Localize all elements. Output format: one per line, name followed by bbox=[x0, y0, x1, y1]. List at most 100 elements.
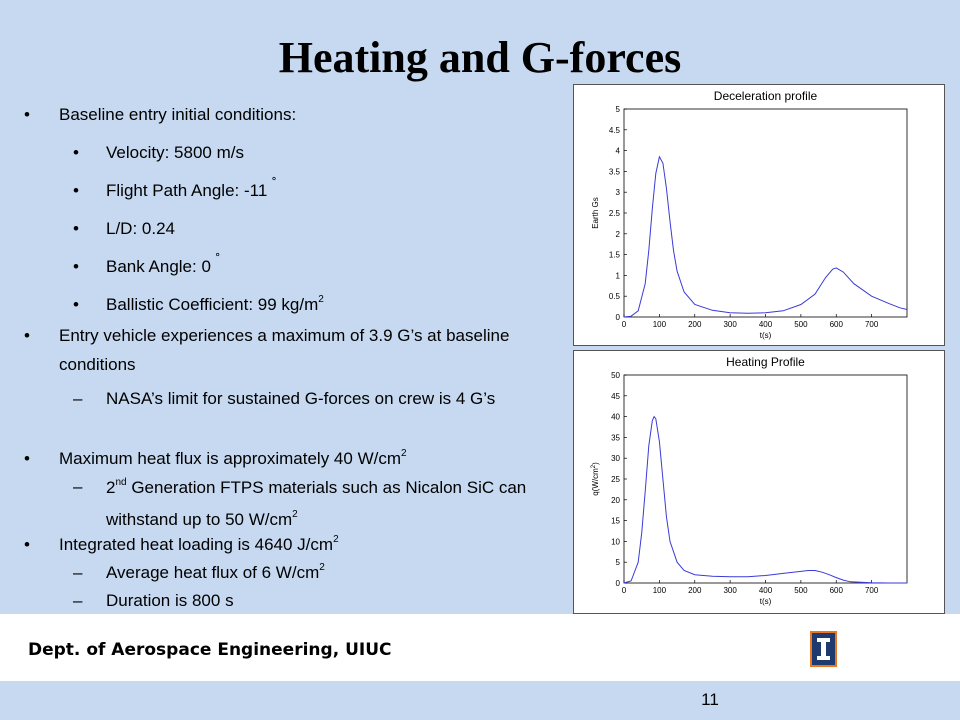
y-tick-label: 0 bbox=[616, 313, 621, 322]
x-axis-label: t(s) bbox=[760, 597, 772, 606]
flight-path-angle-text: Flight Path Angle: -11 bbox=[106, 181, 268, 200]
bullet-text: Average heat flux of 6 W/cm2 bbox=[106, 558, 558, 587]
chart-title: Heating Profile bbox=[726, 355, 805, 369]
ballistic-coefficient-text: Ballistic Coefficient: 99 kg/m bbox=[106, 295, 319, 314]
superscript: 2 bbox=[333, 534, 339, 545]
bullet-marker: • bbox=[24, 326, 30, 345]
bullet-marker: • bbox=[73, 143, 79, 162]
series-line bbox=[623, 155, 908, 318]
bank-angle-text: Bank Angle: 0 bbox=[106, 257, 211, 276]
y-tick-label: 35 bbox=[611, 433, 620, 442]
university-logo bbox=[810, 631, 837, 667]
y-tick-label: 5 bbox=[616, 558, 621, 567]
bullet-text: Duration is 800 s bbox=[106, 591, 234, 610]
degree-symbol: ˚ bbox=[215, 251, 221, 267]
y-tick-label: 2 bbox=[616, 230, 621, 239]
generation-number: 2 bbox=[106, 478, 116, 497]
y-tick-label: 4.5 bbox=[609, 126, 621, 135]
x-tick-label: 200 bbox=[688, 586, 702, 595]
heating-chart-panel: Heating Profile 0 100 200 300 400 500 600 700 0 5 1… bbox=[573, 350, 945, 614]
chart-title: Deceleration profile bbox=[714, 89, 818, 103]
y-tick-label: 4 bbox=[616, 147, 621, 156]
y-tick-label: 3 bbox=[616, 188, 621, 197]
y-tick-label: 2.5 bbox=[609, 209, 621, 218]
x-tick-label: 0 bbox=[622, 586, 627, 595]
plot-frame bbox=[623, 374, 908, 584]
y-tick-label: 10 bbox=[611, 537, 620, 546]
dash-marker: – bbox=[73, 563, 83, 582]
bullet-text: NASA’s limit for sustained G-forces on c… bbox=[106, 389, 496, 408]
plot-frame bbox=[623, 108, 908, 318]
bullet-text: Flight Path Angle: -11 ˚ bbox=[106, 175, 558, 206]
x-tick-label: 500 bbox=[794, 586, 808, 595]
x-tick-label: 200 bbox=[688, 320, 702, 329]
y-tick-label: 3.5 bbox=[609, 167, 621, 176]
superscript: 2 bbox=[401, 448, 407, 459]
footer-bar: Dept. of Aerospace Engineering, UIUC bbox=[0, 614, 960, 681]
dash-marker: – bbox=[73, 389, 83, 408]
superscript: 2 bbox=[319, 562, 325, 573]
bullet-text: Integrated heat loading is 4640 J/cm2 bbox=[59, 530, 559, 559]
bullet-marker: • bbox=[73, 219, 79, 238]
y-tick-label: 20 bbox=[611, 496, 620, 505]
bullet-text: Entry vehicle experiences a maximum of 3… bbox=[59, 326, 510, 374]
x-tick-label: 400 bbox=[759, 586, 773, 595]
heat-loading-text: Integrated heat loading is 4640 J/cm bbox=[59, 535, 334, 554]
bullet-marker: • bbox=[73, 257, 79, 276]
average-heat-flux-text: Average heat flux of 6 W/cm bbox=[106, 563, 320, 582]
x-tick-label: 700 bbox=[865, 586, 879, 595]
y-tick-label: 50 bbox=[611, 371, 620, 380]
y-tick-label: 0.5 bbox=[609, 292, 621, 301]
x-tick-label: 100 bbox=[653, 586, 667, 595]
y-tick-label: 0 bbox=[616, 579, 621, 588]
x-tick-label: 300 bbox=[723, 586, 737, 595]
degree-symbol: ˚ bbox=[272, 175, 277, 191]
x-tick-label: 600 bbox=[830, 320, 844, 329]
bullet-marker: • bbox=[24, 105, 30, 124]
x-tick-label: 100 bbox=[653, 320, 667, 329]
bullet-text: Baseline entry initial conditions: bbox=[59, 105, 297, 124]
deceleration-chart-panel: Deceleration profile 0 100 200 300 400 500 600 7… bbox=[573, 84, 945, 346]
bullet-marker: • bbox=[24, 449, 30, 468]
y-tick-label: 5 bbox=[616, 105, 621, 114]
x-tick-label: 700 bbox=[865, 320, 879, 329]
bullet-marker: • bbox=[73, 181, 79, 200]
y-tick-label: 45 bbox=[611, 392, 620, 401]
y-tick-label: 30 bbox=[611, 454, 620, 463]
ftps-text: Generation FTPS materials such as Nicalo… bbox=[106, 478, 527, 529]
bullet-text: L/D: 0.24 bbox=[106, 219, 175, 238]
page-number: 11 bbox=[701, 690, 719, 709]
superscript: 2 bbox=[292, 509, 298, 520]
y-tick-label: 15 bbox=[611, 517, 620, 526]
slide-title: Heating and G-forces bbox=[278, 33, 682, 82]
heating-chart: Heating Profile 0 100 200 300 400 500 600 700 0 5 1… bbox=[591, 355, 908, 606]
bullet-text: Maximum heat flux is approximately 40 W/… bbox=[59, 444, 559, 473]
bullet-text: Velocity: 5800 m/s bbox=[106, 143, 244, 162]
bullet-marker: • bbox=[24, 535, 30, 554]
y-tick-label: 25 bbox=[611, 475, 620, 484]
x-tick-label: 0 bbox=[622, 320, 627, 329]
bullet-text: Ballistic Coefficient: 99 kg/m2 bbox=[106, 290, 558, 319]
x-tick-label: 400 bbox=[759, 320, 773, 329]
dash-marker: – bbox=[73, 477, 83, 496]
bullet-text: 2nd Generation FTPS materials such as Ni… bbox=[106, 472, 558, 536]
bullet-marker: • bbox=[73, 295, 79, 314]
superscript: 2 bbox=[318, 294, 324, 305]
y-tick-label: 1 bbox=[616, 271, 621, 280]
dash-marker: – bbox=[73, 591, 83, 610]
y-tick-label: 40 bbox=[611, 413, 620, 422]
department-label: Dept. of Aerospace Engineering, UIUC bbox=[28, 640, 392, 660]
x-tick-label: 300 bbox=[723, 320, 737, 329]
y-axis-label: q(W/cm2) bbox=[591, 462, 600, 496]
x-tick-label: 500 bbox=[794, 320, 808, 329]
heat-flux-text: Maximum heat flux is approximately 40 W/… bbox=[59, 449, 401, 468]
y-axis-label: Earth Gs bbox=[591, 197, 600, 229]
superscript: nd bbox=[115, 477, 127, 488]
x-tick-label: 600 bbox=[830, 586, 844, 595]
y-tick-label: 1.5 bbox=[609, 251, 621, 260]
x-axis-label: t(s) bbox=[760, 331, 772, 340]
deceleration-chart: Deceleration profile 0 100 200 300 400 500 600 7… bbox=[591, 89, 908, 340]
block-i-icon bbox=[817, 638, 830, 660]
series-line bbox=[623, 415, 907, 584]
